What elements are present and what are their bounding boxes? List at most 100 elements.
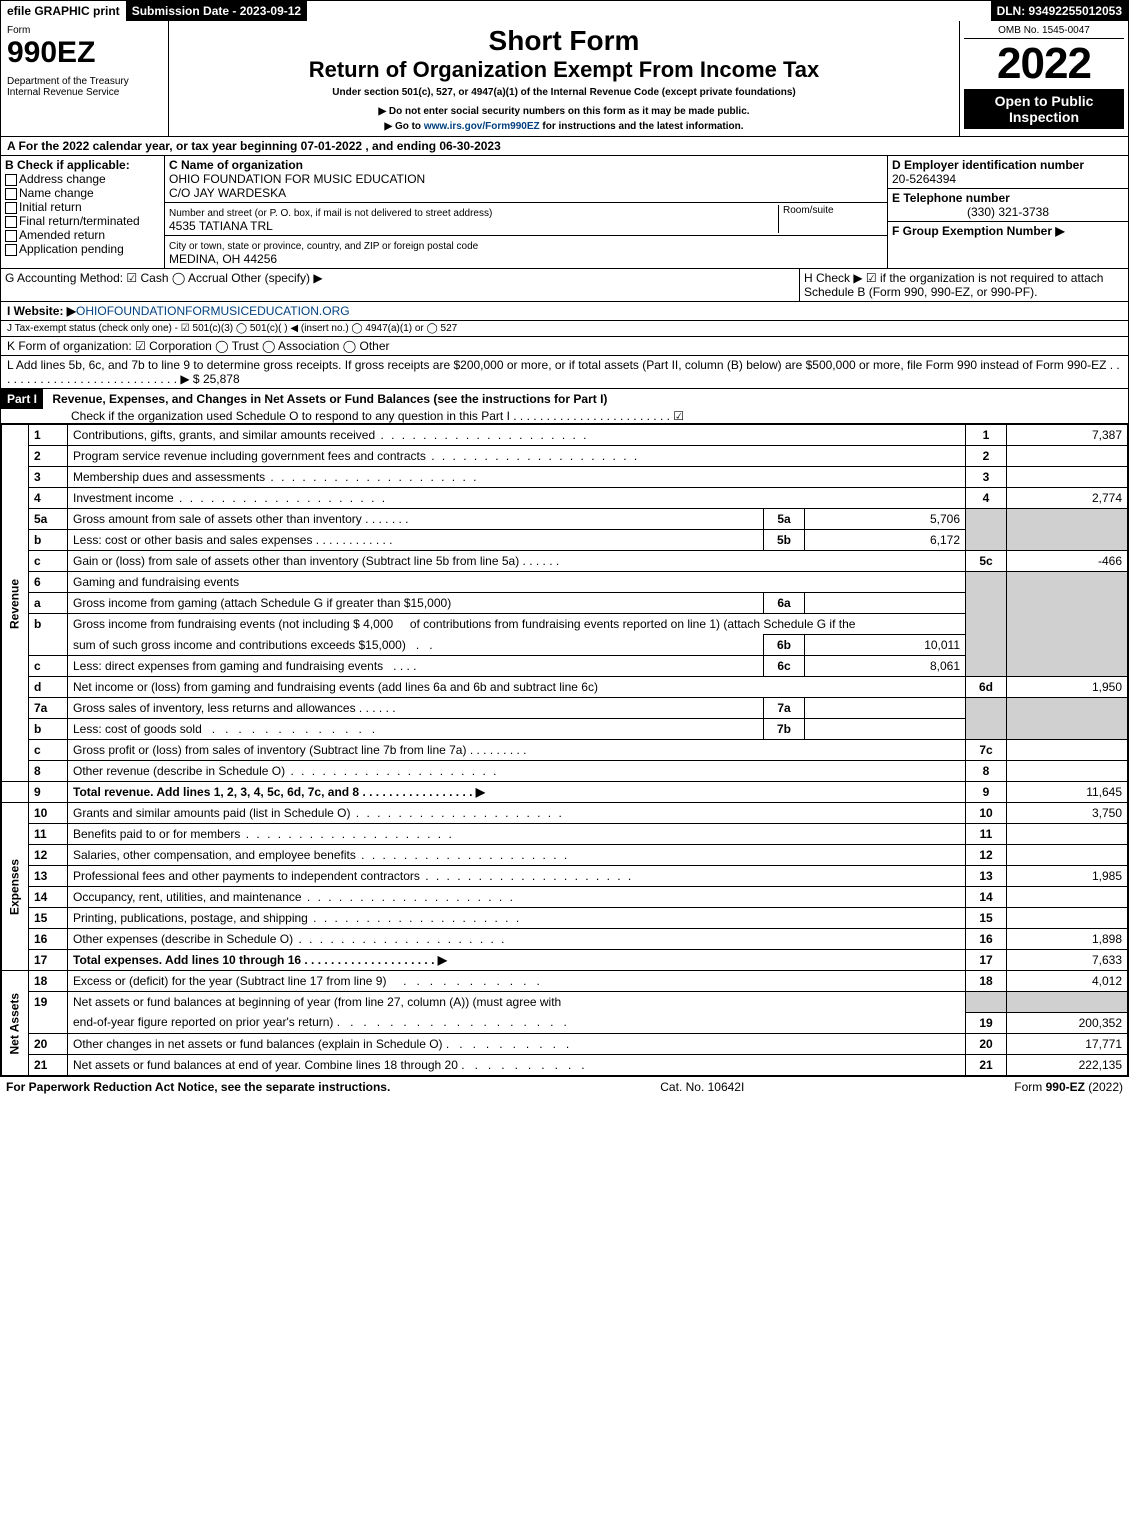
desc-6b-2: sum of such gross income and contributio…: [68, 635, 764, 656]
desc-20: Other changes in net assets or fund bala…: [68, 1033, 966, 1054]
cb-amended-return[interactable]: Amended return: [5, 228, 160, 242]
irs-link[interactable]: www.irs.gov/Form990EZ: [424, 121, 540, 132]
cb-name-change[interactable]: Name change: [5, 186, 160, 200]
subtitle: Under section 501(c), 527, or 4947(a)(1)…: [175, 87, 953, 98]
desc-13: Professional fees and other payments to …: [68, 866, 966, 887]
desc-16: Other expenses (describe in Schedule O): [68, 929, 966, 950]
c-street-block: Number and street (or P. O. box, if mail…: [165, 203, 887, 236]
efile-print-label[interactable]: efile GRAPHIC print: [1, 1, 126, 21]
desc-6d: Net income or (loss) from gaming and fun…: [68, 677, 966, 698]
row-19b: end-of-year figure reported on prior yea…: [2, 1012, 1128, 1033]
cb-final-return[interactable]: Final return/terminated: [5, 214, 160, 228]
desc-6: Gaming and fundraising events: [68, 572, 966, 593]
form-990ez: efile GRAPHIC print Submission Date - 20…: [0, 0, 1129, 1077]
part-i-tag: Part I: [1, 389, 43, 409]
line-i-website: I Website: ▶OHIOFOUNDATIONFORMUSICEDUCAT…: [1, 302, 1128, 321]
desc-14: Occupancy, rent, utilities, and maintena…: [68, 887, 966, 908]
amt-3: [1007, 467, 1128, 488]
netassets-label: Net Assets: [2, 971, 29, 1076]
row-18: Net Assets 18 Excess or (deficit) for th…: [2, 971, 1128, 992]
omb-number: OMB No. 1545-0047: [964, 23, 1124, 39]
row-10: Expenses 10 Grants and similar amounts p…: [2, 803, 1128, 824]
row-20: 20 Other changes in net assets or fund b…: [2, 1033, 1128, 1054]
row-6a: a Gross income from gaming (attach Sched…: [2, 593, 1128, 614]
e-label: E Telephone number: [892, 191, 1010, 205]
row-3: 3 Membership dues and assessments 3: [2, 467, 1128, 488]
header-center: Short Form Return of Organization Exempt…: [169, 21, 960, 136]
amt-11: [1007, 824, 1128, 845]
amt-6d: 1,950: [1007, 677, 1128, 698]
row-8: 8 Other revenue (describe in Schedule O)…: [2, 761, 1128, 782]
part-i-title: Revenue, Expenses, and Changes in Net As…: [46, 392, 607, 406]
desc-9: Total revenue. Add lines 1, 2, 3, 4, 5c,…: [68, 782, 966, 803]
desc-1: Contributions, gifts, grants, and simila…: [68, 425, 966, 446]
b-label: B Check if applicable:: [5, 158, 160, 172]
grey-6: [966, 572, 1007, 677]
cb-application-pending[interactable]: Application pending: [5, 242, 160, 256]
line-j: J Tax-exempt status (check only one) - ☑…: [1, 321, 1128, 337]
desc-6b-1: Gross income from fundraising events (no…: [68, 614, 966, 635]
line-k: K Form of organization: ☑ Corporation ◯ …: [1, 337, 1128, 356]
d-label: D Employer identification number: [892, 158, 1084, 172]
expenses-label: Expenses: [2, 803, 29, 971]
section-d: D Employer identification number 20-5264…: [888, 156, 1128, 189]
cb-address-change[interactable]: Address change: [5, 172, 160, 186]
desc-11: Benefits paid to or for members: [68, 824, 966, 845]
amt-14: [1007, 887, 1128, 908]
room-suite-label: Room/suite: [778, 205, 883, 233]
row-19a: 19 Net assets or fund balances at beginn…: [2, 992, 1128, 1013]
footer-left: For Paperwork Reduction Act Notice, see …: [6, 1080, 390, 1094]
amt-18: 4,012: [1007, 971, 1128, 992]
row-6d: d Net income or (loss) from gaming and f…: [2, 677, 1128, 698]
part-i-check: Check if the organization used Schedule …: [1, 409, 684, 423]
cb-initial-return[interactable]: Initial return: [5, 200, 160, 214]
amt-19: 200,352: [1007, 1012, 1128, 1033]
boxamt-6b: 10,011: [805, 635, 966, 656]
amt-17: 7,633: [1007, 950, 1128, 971]
row-5c: c Gain or (loss) from sale of assets oth…: [2, 551, 1128, 572]
row-4: 4 Investment income 4 2,774: [2, 488, 1128, 509]
form-number: 990EZ: [7, 36, 162, 70]
amt-12: [1007, 845, 1128, 866]
boxamt-6a: [805, 593, 966, 614]
boxamt-7a: [805, 698, 966, 719]
row-6b-2: sum of such gross income and contributio…: [2, 635, 1128, 656]
amt-7c: [1007, 740, 1128, 761]
amt-21: 222,135: [1007, 1054, 1128, 1075]
row-13: 13 Professional fees and other payments …: [2, 866, 1128, 887]
title-return-exempt: Return of Organization Exempt From Incom…: [175, 57, 953, 83]
desc-10: Grants and similar amounts paid (list in…: [68, 803, 966, 824]
desc-3: Membership dues and assessments: [68, 467, 966, 488]
row-16: 16 Other expenses (describe in Schedule …: [2, 929, 1128, 950]
section-c: C Name of organization OHIO FOUNDATION F…: [165, 156, 888, 268]
city-value: MEDINA, OH 44256: [169, 252, 277, 266]
row-21: 21 Net assets or fund balances at end of…: [2, 1054, 1128, 1075]
ein-value: 20-5264394: [892, 172, 956, 186]
page-footer: For Paperwork Reduction Act Notice, see …: [0, 1077, 1129, 1097]
note-goto: ▶ Go to www.irs.gov/Form990EZ for instru…: [175, 121, 953, 132]
f-label: F Group Exemption Number ▶: [892, 224, 1065, 238]
amt-5c: -466: [1007, 551, 1128, 572]
row-6: 6 Gaming and fundraising events: [2, 572, 1128, 593]
topbar-spacer: [307, 1, 990, 21]
phone-value: (330) 321-3738: [892, 205, 1124, 219]
dept-treasury: Department of the Treasury: [7, 76, 162, 87]
boxamt-5b: 6,172: [805, 530, 966, 551]
amt-15: [1007, 908, 1128, 929]
street-label: Number and street (or P. O. box, if mail…: [169, 208, 492, 219]
line-l: L Add lines 5b, 6c, and 7b to line 9 to …: [1, 356, 1128, 389]
desc-2: Program service revenue including govern…: [68, 446, 966, 467]
row-5b: b Less: cost or other basis and sales ex…: [2, 530, 1128, 551]
row-5a: 5a Gross amount from sale of assets othe…: [2, 509, 1128, 530]
amt-4: 2,774: [1007, 488, 1128, 509]
amt-20: 17,771: [1007, 1033, 1128, 1054]
desc-19b: end-of-year figure reported on prior yea…: [68, 1012, 966, 1033]
row-7b: b Less: cost of goods sold . . . . . . .…: [2, 719, 1128, 740]
header-right: OMB No. 1545-0047 2022 Open to Public In…: [960, 21, 1128, 136]
row-17: 17 Total expenses. Add lines 10 through …: [2, 950, 1128, 971]
website-link[interactable]: OHIOFOUNDATIONFORMUSICEDUCATION.ORG: [76, 304, 350, 318]
desc-18: Excess or (deficit) for the year (Subtra…: [68, 971, 966, 992]
grey-5: [966, 509, 1007, 551]
tax-year: 2022: [964, 39, 1124, 89]
desc-17: Total expenses. Add lines 10 through 16 …: [68, 950, 966, 971]
